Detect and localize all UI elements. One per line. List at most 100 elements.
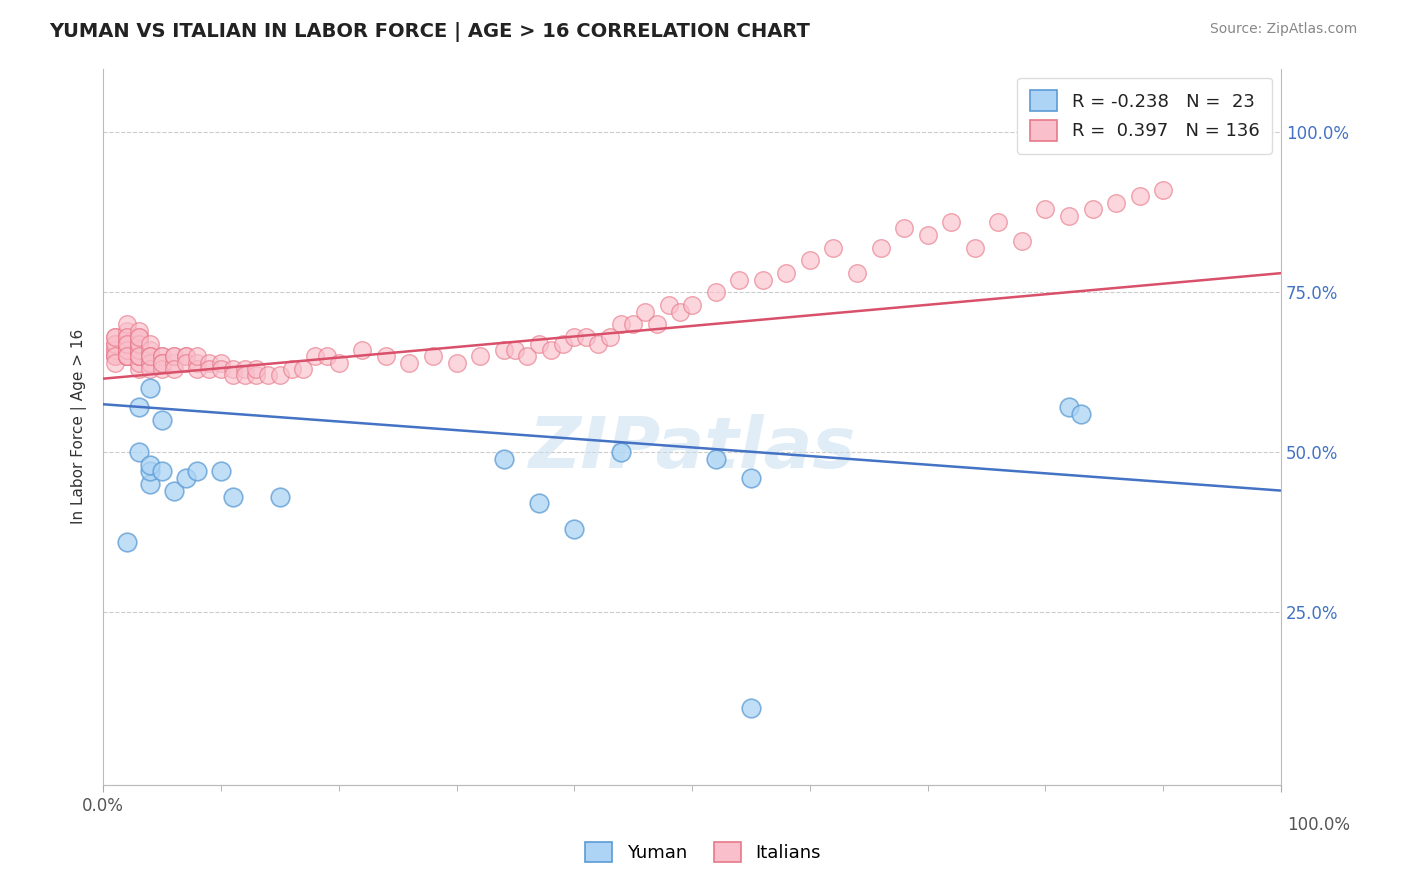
Text: YUMAN VS ITALIAN IN LABOR FORCE | AGE > 16 CORRELATION CHART: YUMAN VS ITALIAN IN LABOR FORCE | AGE > … bbox=[49, 22, 810, 42]
Point bbox=[1081, 202, 1104, 217]
Point bbox=[104, 336, 127, 351]
Point bbox=[492, 451, 515, 466]
Point bbox=[634, 304, 657, 318]
Point bbox=[269, 368, 291, 383]
Point bbox=[128, 336, 150, 351]
Point bbox=[115, 336, 138, 351]
Text: 100.0%: 100.0% bbox=[1286, 816, 1350, 834]
Point bbox=[174, 471, 197, 485]
Point bbox=[775, 266, 797, 280]
Point bbox=[893, 221, 915, 235]
Point bbox=[209, 464, 232, 478]
Point bbox=[139, 349, 162, 363]
Point bbox=[1035, 202, 1057, 217]
Point bbox=[115, 349, 138, 363]
Point bbox=[115, 349, 138, 363]
Point bbox=[823, 241, 845, 255]
Point bbox=[115, 336, 138, 351]
Point bbox=[115, 343, 138, 357]
Point bbox=[209, 362, 232, 376]
Point bbox=[128, 401, 150, 415]
Point bbox=[316, 349, 339, 363]
Point bbox=[128, 336, 150, 351]
Point bbox=[150, 413, 173, 427]
Point bbox=[128, 343, 150, 357]
Point bbox=[150, 349, 173, 363]
Point bbox=[941, 215, 963, 229]
Point bbox=[1129, 189, 1152, 203]
Point bbox=[186, 362, 208, 376]
Point bbox=[704, 451, 727, 466]
Point bbox=[422, 349, 444, 363]
Point bbox=[115, 336, 138, 351]
Point bbox=[115, 343, 138, 357]
Point bbox=[222, 490, 245, 504]
Point bbox=[139, 349, 162, 363]
Point bbox=[328, 356, 350, 370]
Point bbox=[527, 336, 550, 351]
Point bbox=[304, 349, 326, 363]
Point bbox=[150, 349, 173, 363]
Point bbox=[551, 336, 574, 351]
Point bbox=[128, 349, 150, 363]
Point bbox=[505, 343, 527, 357]
Point bbox=[128, 349, 150, 363]
Point bbox=[280, 362, 302, 376]
Point bbox=[269, 490, 291, 504]
Point bbox=[139, 464, 162, 478]
Point bbox=[740, 701, 762, 715]
Point bbox=[516, 349, 538, 363]
Point bbox=[527, 496, 550, 510]
Point bbox=[104, 356, 127, 370]
Point bbox=[468, 349, 491, 363]
Point bbox=[128, 349, 150, 363]
Point bbox=[1070, 407, 1092, 421]
Text: ZIPatlas: ZIPatlas bbox=[529, 414, 856, 483]
Point bbox=[115, 330, 138, 344]
Point bbox=[209, 356, 232, 370]
Point bbox=[128, 349, 150, 363]
Point bbox=[163, 349, 186, 363]
Point bbox=[104, 349, 127, 363]
Point bbox=[115, 324, 138, 338]
Point bbox=[128, 330, 150, 344]
Point bbox=[128, 324, 150, 338]
Point bbox=[163, 356, 186, 370]
Point bbox=[963, 241, 986, 255]
Point bbox=[150, 362, 173, 376]
Point bbox=[657, 298, 679, 312]
Point bbox=[139, 477, 162, 491]
Point bbox=[150, 356, 173, 370]
Legend: Yuman, Italians: Yuman, Italians bbox=[578, 834, 828, 870]
Point bbox=[917, 227, 939, 242]
Point bbox=[163, 349, 186, 363]
Point bbox=[150, 356, 173, 370]
Point bbox=[163, 483, 186, 498]
Point bbox=[1057, 401, 1080, 415]
Point bbox=[740, 471, 762, 485]
Point bbox=[257, 368, 280, 383]
Point bbox=[128, 330, 150, 344]
Point bbox=[128, 330, 150, 344]
Point bbox=[245, 362, 267, 376]
Point bbox=[139, 349, 162, 363]
Point bbox=[575, 330, 598, 344]
Point bbox=[398, 356, 420, 370]
Point bbox=[174, 349, 197, 363]
Point bbox=[163, 362, 186, 376]
Point bbox=[139, 458, 162, 472]
Point bbox=[374, 349, 396, 363]
Point bbox=[128, 349, 150, 363]
Point bbox=[139, 356, 162, 370]
Point bbox=[621, 318, 644, 332]
Point bbox=[586, 336, 609, 351]
Point bbox=[846, 266, 869, 280]
Point bbox=[728, 272, 751, 286]
Y-axis label: In Labor Force | Age > 16: In Labor Force | Age > 16 bbox=[72, 329, 87, 524]
Point bbox=[139, 381, 162, 395]
Point bbox=[540, 343, 562, 357]
Point bbox=[115, 330, 138, 344]
Point bbox=[128, 349, 150, 363]
Point bbox=[186, 356, 208, 370]
Point bbox=[115, 349, 138, 363]
